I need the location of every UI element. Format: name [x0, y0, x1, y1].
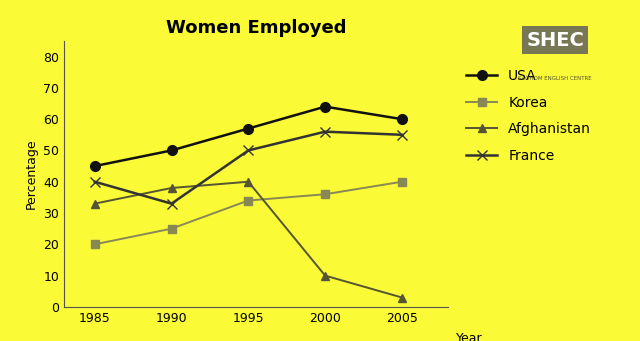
Text: SHEC: SHEC	[526, 31, 584, 49]
Line: Korea: Korea	[90, 178, 406, 249]
Afghanistan	[398, 295, 406, 299]
USA	[244, 127, 252, 131]
Afghanistan	[168, 186, 175, 190]
France	[321, 130, 329, 134]
Korea	[91, 242, 99, 246]
Korea	[398, 180, 406, 184]
Line: USA: USA	[90, 102, 407, 171]
Afghanistan	[321, 273, 329, 278]
USA	[168, 148, 175, 152]
France	[398, 133, 406, 137]
USA	[321, 105, 329, 109]
France	[168, 202, 175, 206]
Text: Year: Year	[456, 332, 483, 341]
Afghanistan	[244, 180, 252, 184]
USA	[398, 117, 406, 121]
Korea	[244, 198, 252, 203]
France	[91, 180, 99, 184]
Y-axis label: Percentage: Percentage	[24, 138, 38, 209]
Legend: USA, Korea, Afghanistan, France: USA, Korea, Afghanistan, France	[467, 69, 591, 163]
France	[244, 148, 252, 152]
Line: Afghanistan: Afghanistan	[90, 178, 406, 302]
Text: SAOHOM ENGLISH CENTRE: SAOHOM ENGLISH CENTRE	[518, 76, 592, 81]
Afghanistan	[91, 202, 99, 206]
Line: France: France	[90, 127, 407, 208]
Korea	[168, 227, 175, 231]
Korea	[321, 192, 329, 196]
USA	[91, 164, 99, 168]
Title: Women Employed: Women Employed	[166, 19, 346, 36]
